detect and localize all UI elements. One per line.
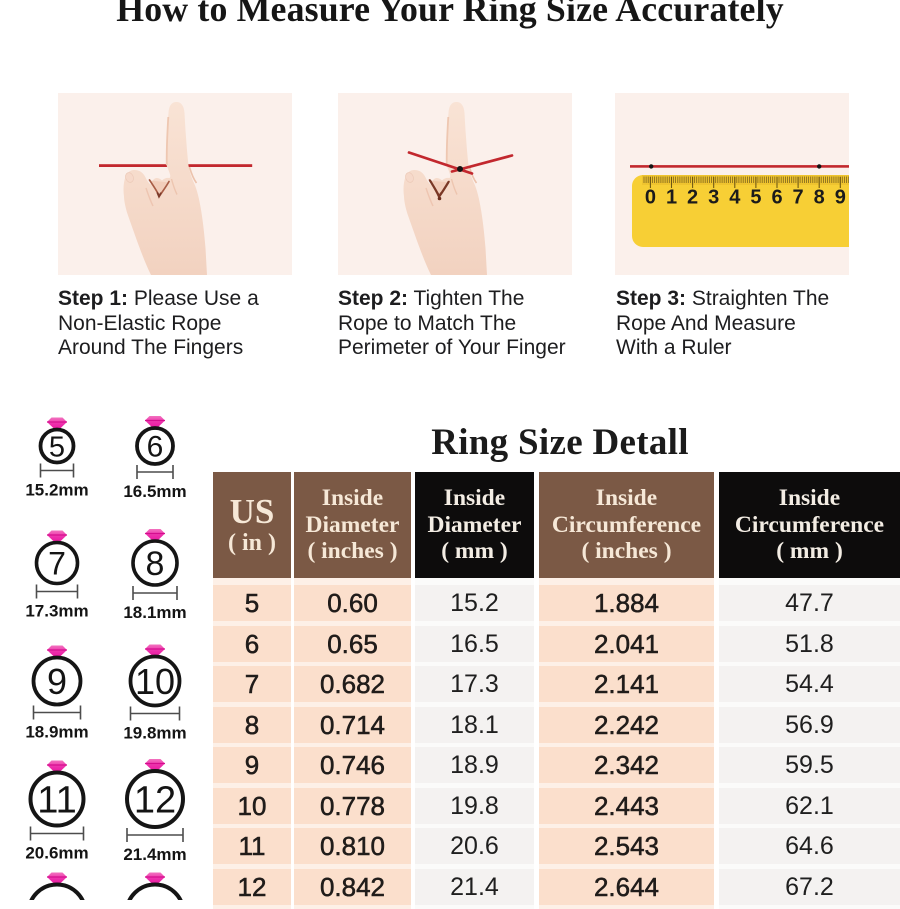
svg-text:7: 7 bbox=[48, 545, 66, 581]
svg-text:2: 2 bbox=[687, 187, 698, 209]
svg-text:10: 10 bbox=[135, 661, 175, 702]
svg-text:17.3mm: 17.3mm bbox=[25, 602, 88, 621]
svg-text:8: 8 bbox=[146, 545, 165, 583]
svg-text:5: 5 bbox=[750, 187, 761, 209]
svg-text:7: 7 bbox=[793, 187, 804, 209]
svg-text:3: 3 bbox=[708, 187, 719, 209]
svg-text:8: 8 bbox=[814, 187, 825, 209]
svg-text:9: 9 bbox=[47, 661, 67, 702]
svg-text:19.8mm: 19.8mm bbox=[123, 724, 186, 743]
svg-text:1: 1 bbox=[666, 187, 677, 209]
svg-text:18.1mm: 18.1mm bbox=[123, 603, 186, 622]
svg-text:11: 11 bbox=[37, 780, 76, 822]
svg-text:9: 9 bbox=[835, 187, 846, 209]
svg-text:6: 6 bbox=[147, 431, 164, 464]
svg-text:21.4mm: 21.4mm bbox=[123, 845, 186, 864]
svg-text:18.9mm: 18.9mm bbox=[25, 723, 88, 742]
svg-text:0: 0 bbox=[645, 187, 656, 209]
svg-text:15.2mm: 15.2mm bbox=[25, 481, 88, 500]
svg-text:12: 12 bbox=[134, 780, 176, 822]
svg-text:5: 5 bbox=[49, 431, 65, 463]
svg-text:20.6mm: 20.6mm bbox=[25, 844, 88, 863]
svg-text:16.5mm: 16.5mm bbox=[123, 482, 186, 501]
svg-text:6: 6 bbox=[771, 187, 782, 209]
svg-text:4: 4 bbox=[729, 187, 741, 209]
